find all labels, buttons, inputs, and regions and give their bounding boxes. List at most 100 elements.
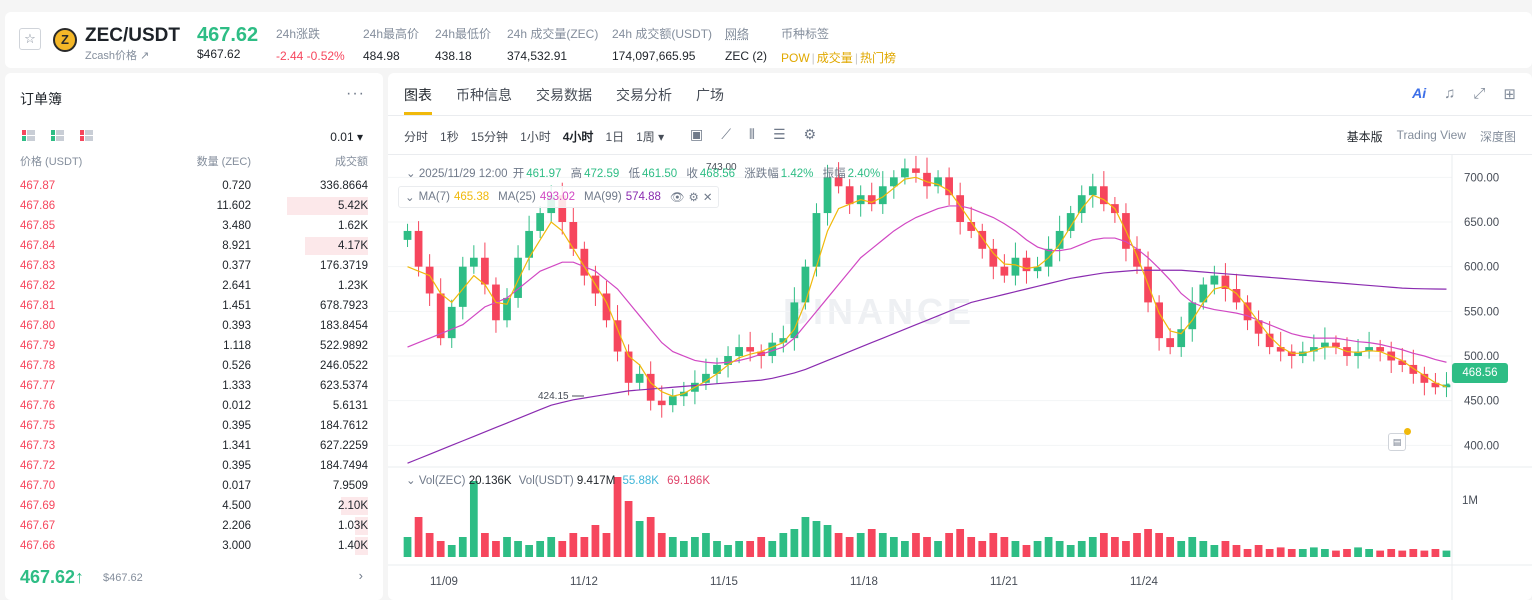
interval-15m[interactable]: 15分钟 bbox=[470, 130, 509, 144]
candle-body bbox=[558, 195, 567, 223]
view-tradingview[interactable]: Trading View bbox=[1396, 128, 1466, 142]
tab-square[interactable]: 广场 bbox=[696, 87, 724, 103]
candle-type-icon[interactable]: ⫴ bbox=[749, 126, 755, 142]
volume-bar bbox=[989, 533, 998, 557]
low-marker: 424.15 bbox=[538, 391, 569, 402]
favorite-star-icon[interactable]: ☆ bbox=[19, 28, 41, 50]
close-icon[interactable]: ✕ bbox=[702, 192, 713, 204]
candle-body bbox=[746, 347, 755, 352]
ask-row[interactable]: 467.75 0.395 184.7612 bbox=[5, 416, 383, 436]
ask-row[interactable]: 467.79 1.118 522.9892 bbox=[5, 336, 383, 356]
tag-pow[interactable]: POW bbox=[781, 51, 810, 65]
candle-body bbox=[1066, 213, 1075, 231]
ask-row[interactable]: 467.78 0.526 246.0522 bbox=[5, 356, 383, 376]
ask-row[interactable]: 467.70 0.017 7.9509 bbox=[5, 476, 383, 496]
gear-icon[interactable]: ⚙ bbox=[803, 126, 817, 142]
interval-1s[interactable]: 1秒 bbox=[440, 130, 459, 144]
expand-icon[interactable]: ⤢ bbox=[1473, 85, 1486, 102]
view-depth[interactable]: 深度图 bbox=[1479, 130, 1516, 144]
tick-size-select[interactable]: 0.01 ▾ bbox=[330, 130, 363, 144]
volume-bar bbox=[801, 517, 810, 557]
ask-total: 5.42K bbox=[337, 200, 368, 212]
more-options-icon[interactable]: ··· bbox=[346, 85, 365, 102]
ask-row[interactable]: 467.81 1.451 678.7923 bbox=[5, 296, 383, 316]
volume-bar bbox=[1066, 545, 1075, 557]
chart-tabs: 图表 币种信息 交易数据 交易分析 广场 bbox=[404, 85, 724, 115]
volume-bar bbox=[1111, 537, 1119, 557]
x-tick-label: 11/12 bbox=[570, 576, 598, 588]
ask-price: 467.66 bbox=[20, 540, 56, 552]
ask-row[interactable]: 467.86 11.602 5.42K bbox=[5, 196, 383, 216]
ai-icon[interactable]: Ai bbox=[1412, 85, 1427, 101]
volume-bar bbox=[1232, 545, 1241, 557]
volume-bar bbox=[1033, 541, 1042, 557]
interval-1d[interactable]: 1日 bbox=[605, 130, 625, 144]
ask-row[interactable]: 467.77 1.333 623.5374 bbox=[5, 376, 383, 396]
ask-row[interactable]: 467.87 0.720 336.8664 bbox=[5, 176, 383, 196]
view-basic[interactable]: 基本版 bbox=[1346, 130, 1383, 144]
tab-trading-data[interactable]: 交易数据 bbox=[536, 87, 592, 103]
both-sides-view-icon[interactable] bbox=[22, 130, 35, 141]
vol-zec-label: Vol(ZEC) bbox=[418, 475, 466, 487]
pair-title[interactable]: ZEC/USDT bbox=[85, 25, 180, 46]
ask-row[interactable]: 467.72 0.395 184.7494 bbox=[5, 456, 383, 476]
candle-body bbox=[403, 230, 412, 240]
ask-row[interactable]: 467.66 3.000 1.40K bbox=[5, 536, 383, 556]
candle-body bbox=[978, 230, 987, 249]
volume-bar bbox=[1099, 533, 1108, 557]
settings-list-icon[interactable]: ☰ bbox=[772, 126, 786, 142]
interval-4h[interactable]: 4小时 bbox=[562, 130, 594, 144]
coin-price-link[interactable]: Zcash价格 ↗ bbox=[85, 50, 150, 62]
ask-row[interactable]: 467.80 0.393 183.8454 bbox=[5, 316, 383, 336]
volume-bar bbox=[923, 537, 931, 557]
eye-icon[interactable]: 👁 bbox=[669, 192, 685, 204]
ask-row[interactable]: 467.85 3.480 1.62K bbox=[5, 216, 383, 236]
ask-price: 467.76 bbox=[20, 400, 56, 412]
tag-volume[interactable]: 成交量 bbox=[816, 51, 853, 65]
ask-qty: 1.451 bbox=[222, 300, 251, 312]
ohlc-date: 2025/11/29 12:00 bbox=[418, 168, 508, 180]
depth-bar bbox=[354, 517, 368, 535]
ask-qty: 4.500 bbox=[222, 500, 251, 512]
ask-qty: 1.341 bbox=[222, 440, 251, 452]
stat-network[interactable]: 网络 ZEC (2) bbox=[725, 25, 767, 63]
ask-price: 467.86 bbox=[20, 200, 56, 212]
tag-hot[interactable]: 热门榜 bbox=[859, 51, 896, 65]
ask-row[interactable]: 467.67 2.206 1.03K bbox=[5, 516, 383, 536]
y-tick-label: 650.00 bbox=[1464, 217, 1499, 229]
indicator-icon[interactable]: ⟋ bbox=[721, 126, 732, 142]
tab-trading-analysis[interactable]: 交易分析 bbox=[616, 87, 672, 103]
chevron-down-icon[interactable]: ⌄ bbox=[406, 168, 416, 180]
ask-total: 4.17K bbox=[337, 240, 368, 252]
ma7-value: 465.38 bbox=[453, 191, 490, 203]
interval-1w[interactable]: 1周 ▾ bbox=[636, 130, 665, 144]
chart-tools: ▣ ⟋ ⫴ ☰ ⚙ bbox=[690, 126, 816, 143]
ask-row[interactable]: 467.73 1.341 627.2259 bbox=[5, 436, 383, 456]
tab-chart[interactable]: 图表 bbox=[404, 85, 432, 115]
ask-row[interactable]: 467.84 8.921 4.17K bbox=[5, 236, 383, 256]
candlestick-chart[interactable]: 700.00 650.00 600.00 550.00 500.00 450.00 400.… bbox=[388, 155, 1532, 600]
asks-only-view-icon[interactable] bbox=[80, 130, 93, 141]
candle-body bbox=[1309, 347, 1318, 352]
chevron-down-icon[interactable]: ⌄ bbox=[405, 192, 415, 204]
chevron-right-icon[interactable]: › bbox=[358, 568, 363, 583]
tab-coin-info[interactable]: 币种信息 bbox=[456, 87, 512, 103]
settings-icon[interactable]: ⚙ bbox=[688, 192, 699, 204]
chevron-down-icon[interactable]: ⌄ bbox=[406, 475, 416, 487]
calendar-icon[interactable]: ▣ bbox=[690, 126, 704, 142]
bids-only-view-icon[interactable] bbox=[51, 130, 64, 141]
ask-price: 467.73 bbox=[20, 440, 56, 452]
ask-row[interactable]: 467.82 2.641 1.23K bbox=[5, 276, 383, 296]
event-calendar-icon[interactable]: ▤ bbox=[1388, 433, 1406, 451]
ask-total: 1.23K bbox=[337, 280, 368, 292]
interval-1h[interactable]: 1小时 bbox=[520, 130, 551, 144]
stat-label: 24h最低价 bbox=[435, 27, 492, 41]
ask-row[interactable]: 467.69 4.500 2.10K bbox=[5, 496, 383, 516]
candle-body bbox=[602, 293, 611, 321]
ask-row[interactable]: 467.76 0.012 5.6131 bbox=[5, 396, 383, 416]
bell-icon[interactable]: ♫ bbox=[1444, 85, 1456, 102]
interval-time[interactable]: 分时 bbox=[404, 130, 429, 144]
ask-row[interactable]: 467.83 0.377 176.3719 bbox=[5, 256, 383, 276]
volume-bar bbox=[1155, 533, 1163, 557]
layout-grid-icon[interactable]: ⊞ bbox=[1503, 86, 1516, 103]
